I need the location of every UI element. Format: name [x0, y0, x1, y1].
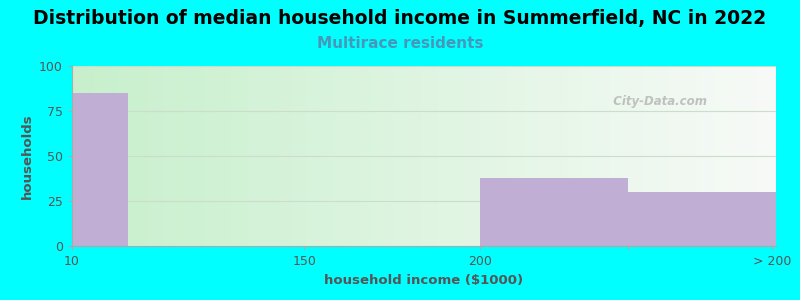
Bar — [72, 93, 128, 246]
Text: Distribution of median household income in Summerfield, NC in 2022: Distribution of median household income … — [34, 9, 766, 28]
Bar — [480, 178, 628, 246]
Bar — [628, 192, 776, 246]
Text: City-Data.com: City-Data.com — [606, 95, 707, 109]
Text: Multirace residents: Multirace residents — [317, 36, 483, 51]
Y-axis label: households: households — [21, 113, 34, 199]
X-axis label: household income ($1000): household income ($1000) — [325, 274, 523, 286]
